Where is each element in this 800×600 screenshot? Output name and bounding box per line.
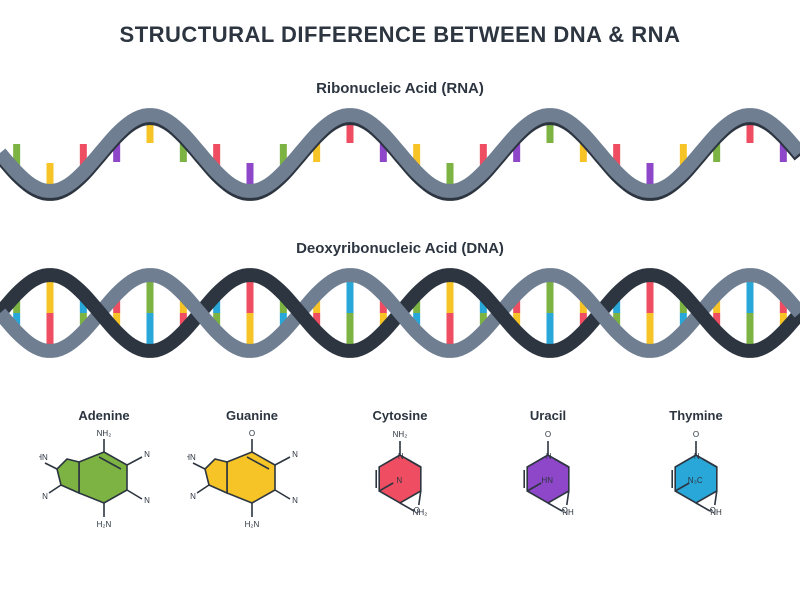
infographic-root: STRUCTURAL DIFFERENCE BETWEEN DNA & RNA …: [0, 0, 800, 600]
svg-text:HN: HN: [187, 453, 196, 462]
base-adenine: AdenineNH₂NNH₂NHNN: [30, 408, 178, 542]
svg-text:N: N: [292, 496, 298, 505]
svg-text:O: O: [414, 506, 420, 515]
dna-label: Deoxyribonucleic Acid (DNA): [0, 240, 800, 257]
svg-text:O: O: [562, 506, 568, 515]
molecule-thymine: ON₃CNHON: [631, 427, 761, 537]
svg-text:NH₂: NH₂: [393, 430, 408, 439]
molecule-guanine: O N N H₂N HN N: [187, 427, 317, 537]
svg-text:N: N: [190, 492, 196, 501]
svg-text:N₃C: N₃C: [688, 476, 703, 485]
svg-text:N: N: [42, 492, 48, 501]
molecule-cytosine: NH₂NNH₂ON: [335, 427, 465, 537]
svg-text:NH₂: NH₂: [97, 429, 112, 438]
base-guanine: Guanine O N N H₂N HN N: [178, 408, 326, 542]
base-label: Thymine: [622, 408, 770, 423]
svg-text:HN: HN: [541, 476, 553, 485]
molecule-uracil: OHNNHON: [483, 427, 613, 537]
svg-text:N: N: [144, 450, 150, 459]
base-cytosine: CytosineNH₂NNH₂ON: [326, 408, 474, 542]
base-label: Cytosine: [326, 408, 474, 423]
dna-helix-svg: [0, 263, 800, 363]
svg-text:H₂N: H₂N: [245, 520, 260, 529]
svg-text:N: N: [546, 452, 552, 461]
main-title: STRUCTURAL DIFFERENCE BETWEEN DNA & RNA: [0, 0, 800, 48]
base-thymine: ThymineON₃CNHON: [622, 408, 770, 542]
base-label: Adenine: [30, 408, 178, 423]
rna-label: Ribonucleic Acid (RNA): [0, 80, 800, 97]
svg-text:N: N: [694, 452, 700, 461]
bases-row: AdenineNH₂NNH₂NHNNGuanineONNH₂NHNNCytosi…: [0, 400, 800, 542]
svg-text:O: O: [249, 429, 255, 438]
svg-text:HN: HN: [39, 453, 48, 462]
base-label: Uracil: [474, 408, 622, 423]
base-uracil: UracilOHNNHON: [474, 408, 622, 542]
rna-helix: [0, 103, 800, 208]
base-label: Guanine: [178, 408, 326, 423]
svg-text:O: O: [545, 430, 551, 439]
svg-text:N: N: [144, 496, 150, 505]
svg-text:O: O: [710, 506, 716, 515]
molecule-adenine: NH₂NNH₂NHNN: [39, 427, 169, 537]
dna-helix: [0, 263, 800, 368]
svg-text:N: N: [292, 450, 298, 459]
svg-text:N: N: [396, 476, 402, 485]
svg-text:O: O: [693, 430, 699, 439]
rna-helix-svg: [0, 103, 800, 203]
dna-section: Deoxyribonucleic Acid (DNA): [0, 240, 800, 368]
svg-text:H₂N: H₂N: [97, 520, 112, 529]
rna-section: Ribonucleic Acid (RNA): [0, 80, 800, 208]
svg-text:N: N: [398, 452, 404, 461]
